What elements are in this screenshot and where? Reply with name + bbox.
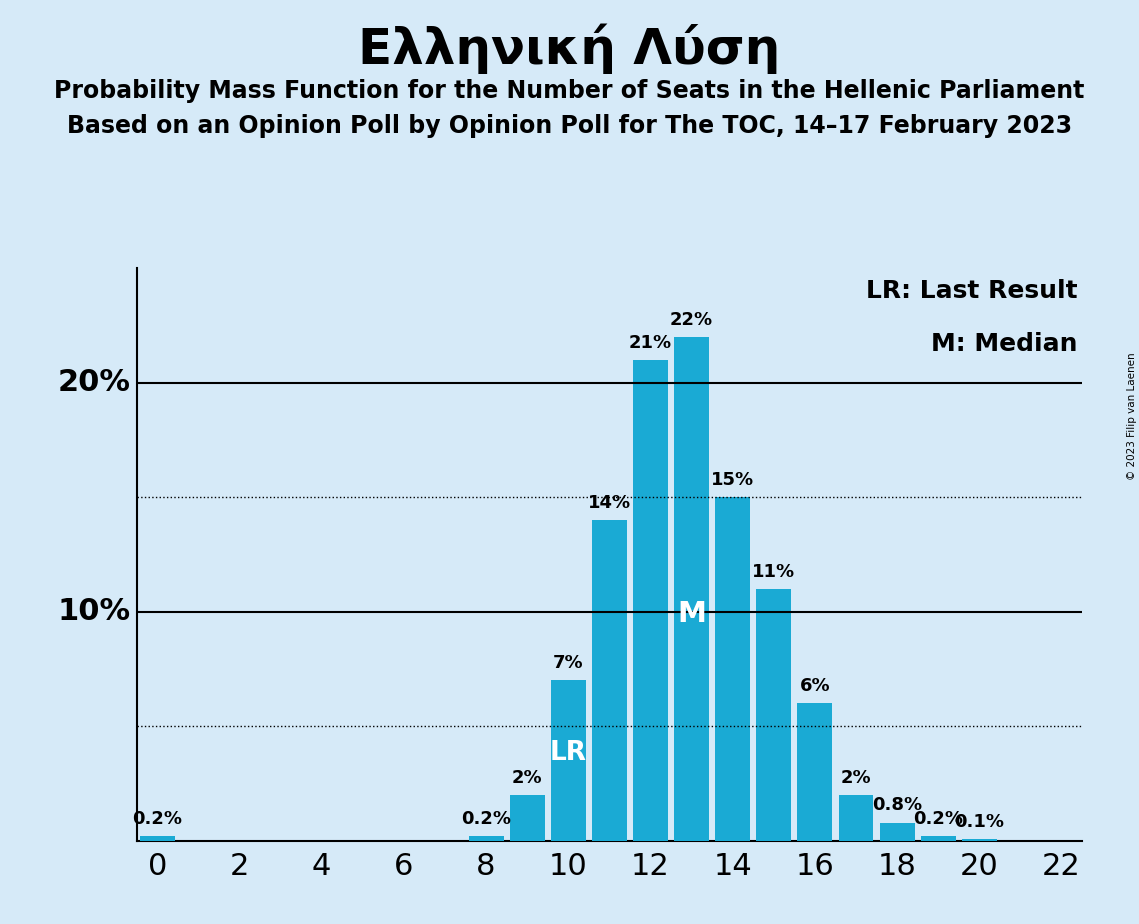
Bar [551,680,585,841]
Text: Ελληνική Λύση: Ελληνική Λύση [359,23,780,74]
Text: 0.8%: 0.8% [872,796,923,814]
Text: 0.2%: 0.2% [461,810,511,828]
Text: LR: LR [550,739,587,766]
Text: 2%: 2% [511,769,542,787]
Text: © 2023 Filip van Laenen: © 2023 Filip van Laenen [1126,352,1137,480]
Bar [633,359,667,841]
Text: 0.2%: 0.2% [913,810,964,828]
Bar [715,497,751,841]
Text: 0.2%: 0.2% [132,810,182,828]
Bar [838,795,874,841]
Text: 21%: 21% [629,334,672,352]
Text: 11%: 11% [752,563,795,581]
Text: 6%: 6% [800,677,830,696]
Text: 22%: 22% [670,310,713,329]
Bar [756,589,792,841]
Bar [920,836,956,841]
Bar [674,336,710,841]
Text: LR: Last Result: LR: Last Result [867,279,1077,303]
Bar [592,520,626,841]
Bar [879,822,915,841]
Text: Based on an Opinion Poll by Opinion Poll for The TOC, 14–17 February 2023: Based on an Opinion Poll by Opinion Poll… [67,114,1072,138]
Text: M: Median: M: Median [932,332,1077,356]
Bar [509,795,544,841]
Bar [468,836,503,841]
Text: M: M [677,600,706,628]
Text: 2%: 2% [841,769,871,787]
Text: 7%: 7% [552,654,583,673]
Bar [140,836,174,841]
Bar [797,703,833,841]
Text: 20%: 20% [58,368,131,397]
Text: Probability Mass Function for the Number of Seats in the Hellenic Parliament: Probability Mass Function for the Number… [55,79,1084,103]
Text: 10%: 10% [58,597,131,626]
Bar [961,839,997,841]
Text: 14%: 14% [588,494,631,512]
Text: 15%: 15% [711,471,754,489]
Text: 0.1%: 0.1% [954,812,1005,831]
